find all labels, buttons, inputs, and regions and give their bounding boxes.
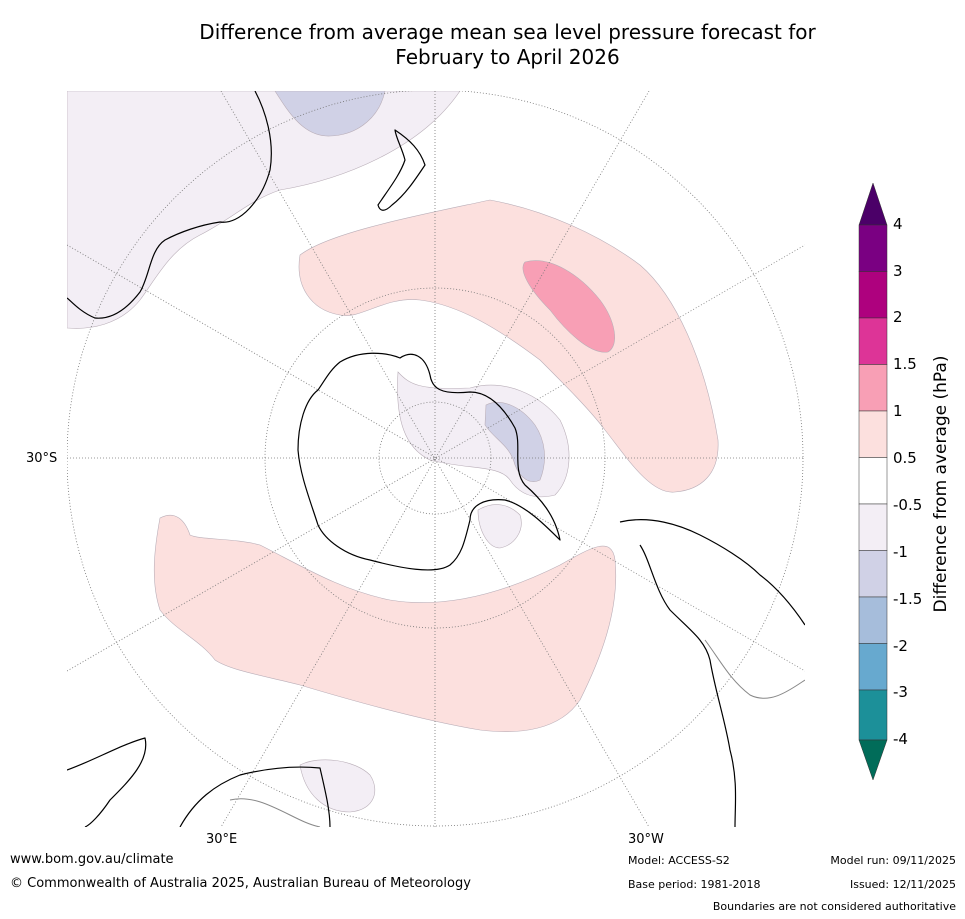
indian-ocean-positive-band-region xyxy=(153,514,617,732)
colorbar-tick: -0.5 xyxy=(893,496,923,514)
colorbar-overflow-min xyxy=(858,739,888,781)
issued-date: Issued: 12/11/2025 xyxy=(849,878,956,891)
south-america-coast xyxy=(619,519,805,827)
colorbar-band-neutral xyxy=(858,457,888,505)
colorbar-band-3-4 xyxy=(858,224,888,272)
colorbar-tick: -2 xyxy=(893,637,908,655)
colorbar-tick: -1.5 xyxy=(893,590,923,608)
colorbar-tick: -3 xyxy=(893,683,908,701)
chart-title: Difference from average mean sea level p… xyxy=(120,20,895,70)
antarctic-negative-region xyxy=(397,371,570,498)
colorbar-tick: 1 xyxy=(893,402,903,420)
weddell-negative-core-region xyxy=(484,402,545,482)
colorbar-tick: -1 xyxy=(893,543,908,561)
colorbar-band-neg0.5-1 xyxy=(858,503,888,551)
australia-negative-region xyxy=(67,91,461,329)
colorbar-band-1.5-2 xyxy=(858,317,888,365)
model-run-date: Model run: 09/11/2025 xyxy=(830,854,956,867)
colorbar-tick: 3 xyxy=(893,262,903,280)
africa-coast xyxy=(67,737,331,827)
colorbar-tick: 2 xyxy=(893,308,903,326)
colorbar-band-neg3-4 xyxy=(858,689,888,741)
colorbar-tick: 0.5 xyxy=(893,449,917,467)
south-atlantic-negative-region xyxy=(477,504,522,549)
model-name: Model: ACCESS-S2 xyxy=(628,854,730,867)
new-zealand-coast xyxy=(377,129,426,211)
colorbar-tick: 1.5 xyxy=(893,355,917,373)
africa-negative-region xyxy=(299,759,375,813)
colorbar-band-neg2-3 xyxy=(858,643,888,691)
title-line-2: February to April 2026 xyxy=(395,45,620,69)
website-link[interactable]: www.bom.gov.au/climate xyxy=(10,852,174,867)
pacific-core-region xyxy=(522,260,615,353)
pacific-positive-band-region xyxy=(298,199,719,493)
latitude-label-30s: 30°S xyxy=(26,451,58,466)
colorbar-band-neg1.5-2 xyxy=(858,596,888,644)
boundary-disclaimer: Boundaries are not considered authoritat… xyxy=(712,900,956,913)
antarctica-coast xyxy=(297,352,561,571)
colorbar-tick: -4 xyxy=(893,730,908,748)
colorbar-band-2-3 xyxy=(858,271,888,319)
colorbar-title: Difference from average (hPa) xyxy=(931,355,951,613)
tasman-negative-core-region xyxy=(274,91,386,137)
colorbar xyxy=(858,182,888,781)
longitude-label-30e: 30°E xyxy=(206,832,238,847)
base-period: Base period: 1981-2018 xyxy=(628,878,761,891)
colorbar-band-0.5-1 xyxy=(858,410,888,458)
colorbar-overflow-max xyxy=(858,182,888,226)
colorbar-tick: 4 xyxy=(893,215,903,233)
title-line-1: Difference from average mean sea level p… xyxy=(199,20,816,44)
australia-coast xyxy=(67,91,272,319)
colorbar-band-neg1-1.5 xyxy=(858,550,888,598)
colorbar-band-1-1.5 xyxy=(858,364,888,412)
copyright-text: © Commonwealth of Australia 2025, Austra… xyxy=(10,876,471,891)
longitude-label-30w: 30°W xyxy=(628,832,664,847)
